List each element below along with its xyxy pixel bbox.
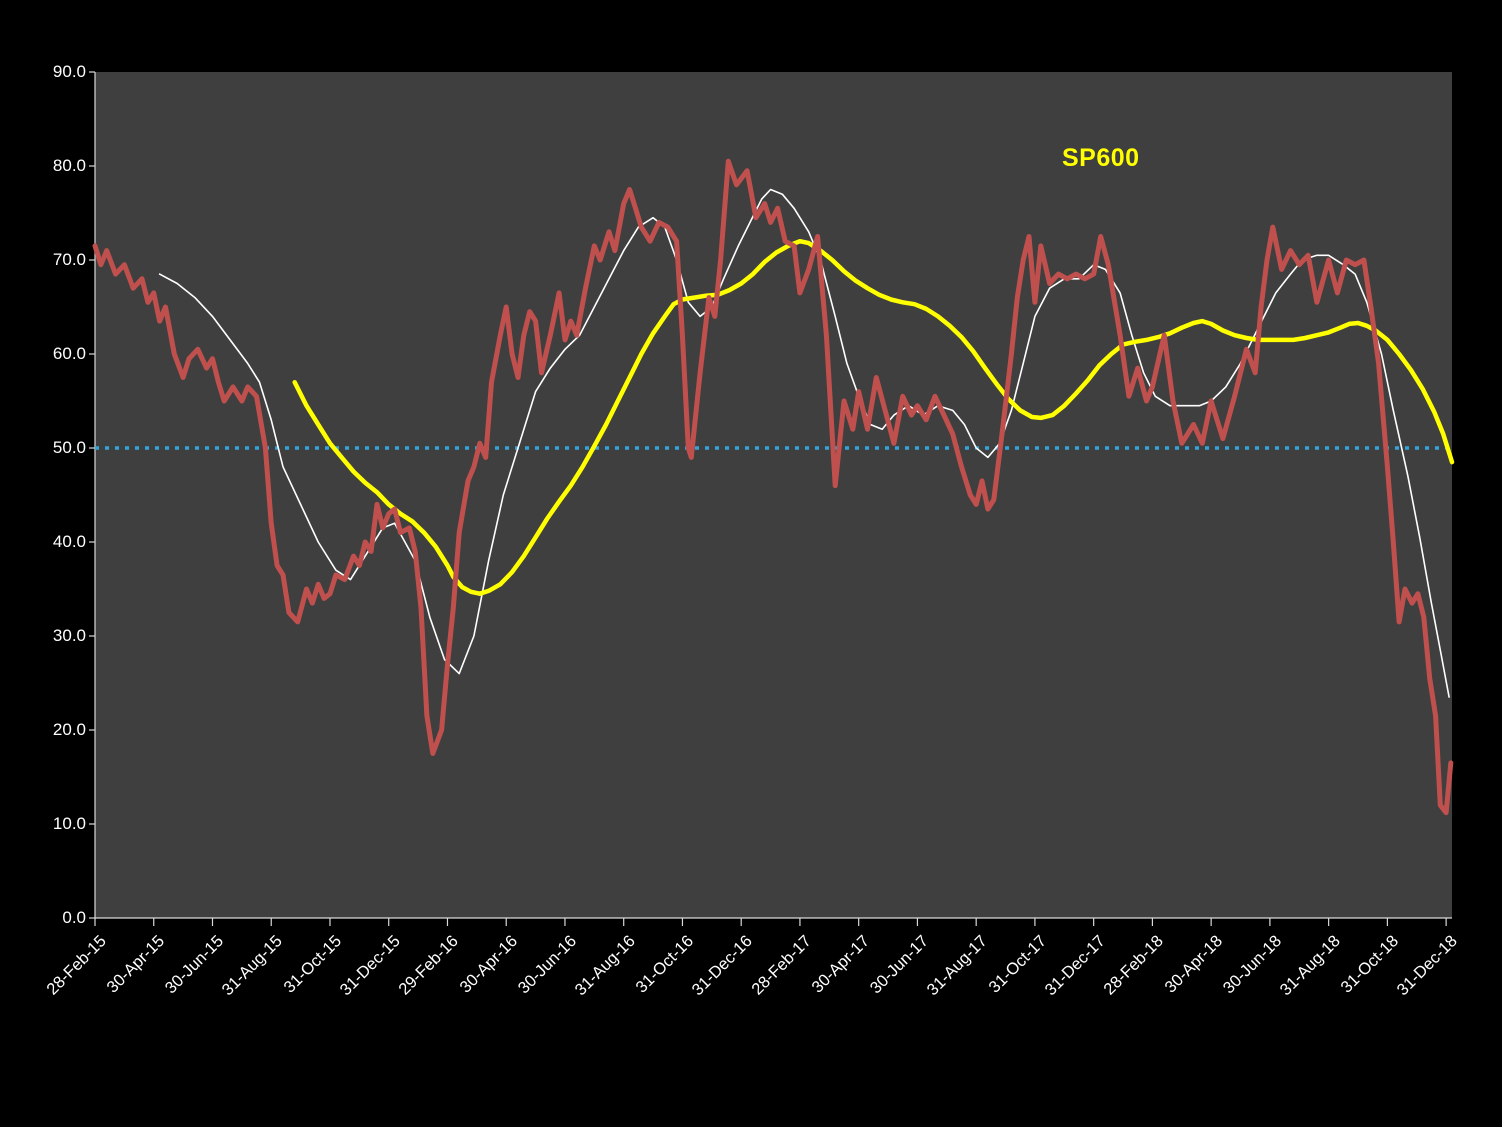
y-tick-label: 30.0	[52, 626, 86, 645]
series-weekly-indicator	[92, 158, 1454, 816]
y-tick-label: 50.0	[52, 438, 86, 457]
series-label-sp600: SP600	[1062, 144, 1140, 172]
y-tick-label: 60.0	[52, 344, 86, 363]
y-tick-label: 80.0	[52, 156, 86, 175]
y-tick-label: 0.0	[62, 908, 86, 927]
plot-background	[95, 72, 1452, 918]
y-tick-label: 90.0	[52, 62, 86, 81]
series-sp600-long-moving-average	[292, 238, 1455, 596]
y-tick-label: 70.0	[52, 250, 86, 269]
series-short-moving-average	[158, 188, 1450, 698]
y-tick-label: 20.0	[52, 720, 86, 739]
y-tick-label: 40.0	[52, 532, 86, 551]
y-tick-label: 10.0	[52, 814, 86, 833]
